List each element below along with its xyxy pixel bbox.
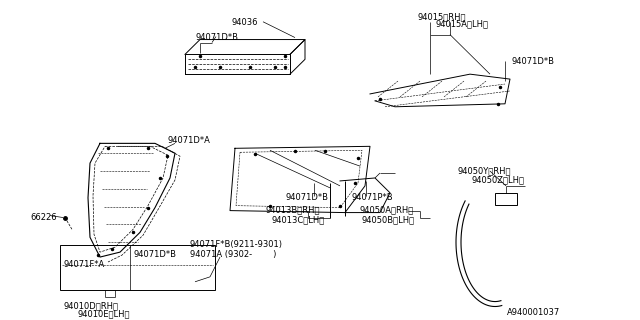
Text: 94071D*B: 94071D*B <box>133 250 176 259</box>
Text: 94013C〈LH〉: 94013C〈LH〉 <box>272 216 325 225</box>
Text: 94050A〈RH〉: 94050A〈RH〉 <box>360 206 414 215</box>
Text: 94071P*B: 94071P*B <box>352 193 394 202</box>
Text: 94071D*B: 94071D*B <box>195 33 238 42</box>
Text: 94050B〈LH〉: 94050B〈LH〉 <box>362 216 415 225</box>
Text: 94071A (9302-        ): 94071A (9302- ) <box>190 250 276 259</box>
Text: 94050Y〈RH〉: 94050Y〈RH〉 <box>458 166 511 175</box>
Text: 94015〈RH〉: 94015〈RH〉 <box>417 12 465 21</box>
Bar <box>60 245 215 290</box>
Text: 94050Z〈LH〉: 94050Z〈LH〉 <box>472 175 525 184</box>
Text: 94010E〈LH〉: 94010E〈LH〉 <box>78 309 131 318</box>
Text: 94071D*A: 94071D*A <box>168 136 211 146</box>
Text: 94013B〈RH〉: 94013B〈RH〉 <box>265 206 319 215</box>
Text: 94071D*B: 94071D*B <box>285 193 328 202</box>
Text: 94071D*B: 94071D*B <box>512 57 555 66</box>
Text: 94015A〈LH〉: 94015A〈LH〉 <box>435 20 488 29</box>
Text: 66226: 66226 <box>30 212 56 221</box>
Text: 94010D〈RH〉: 94010D〈RH〉 <box>63 301 118 310</box>
Text: A940001037: A940001037 <box>507 308 560 317</box>
Bar <box>495 193 517 205</box>
Text: 94036: 94036 <box>232 18 259 27</box>
Text: 94071F*A: 94071F*A <box>63 260 104 269</box>
Text: 94071F*B(9211-9301): 94071F*B(9211-9301) <box>190 240 283 249</box>
